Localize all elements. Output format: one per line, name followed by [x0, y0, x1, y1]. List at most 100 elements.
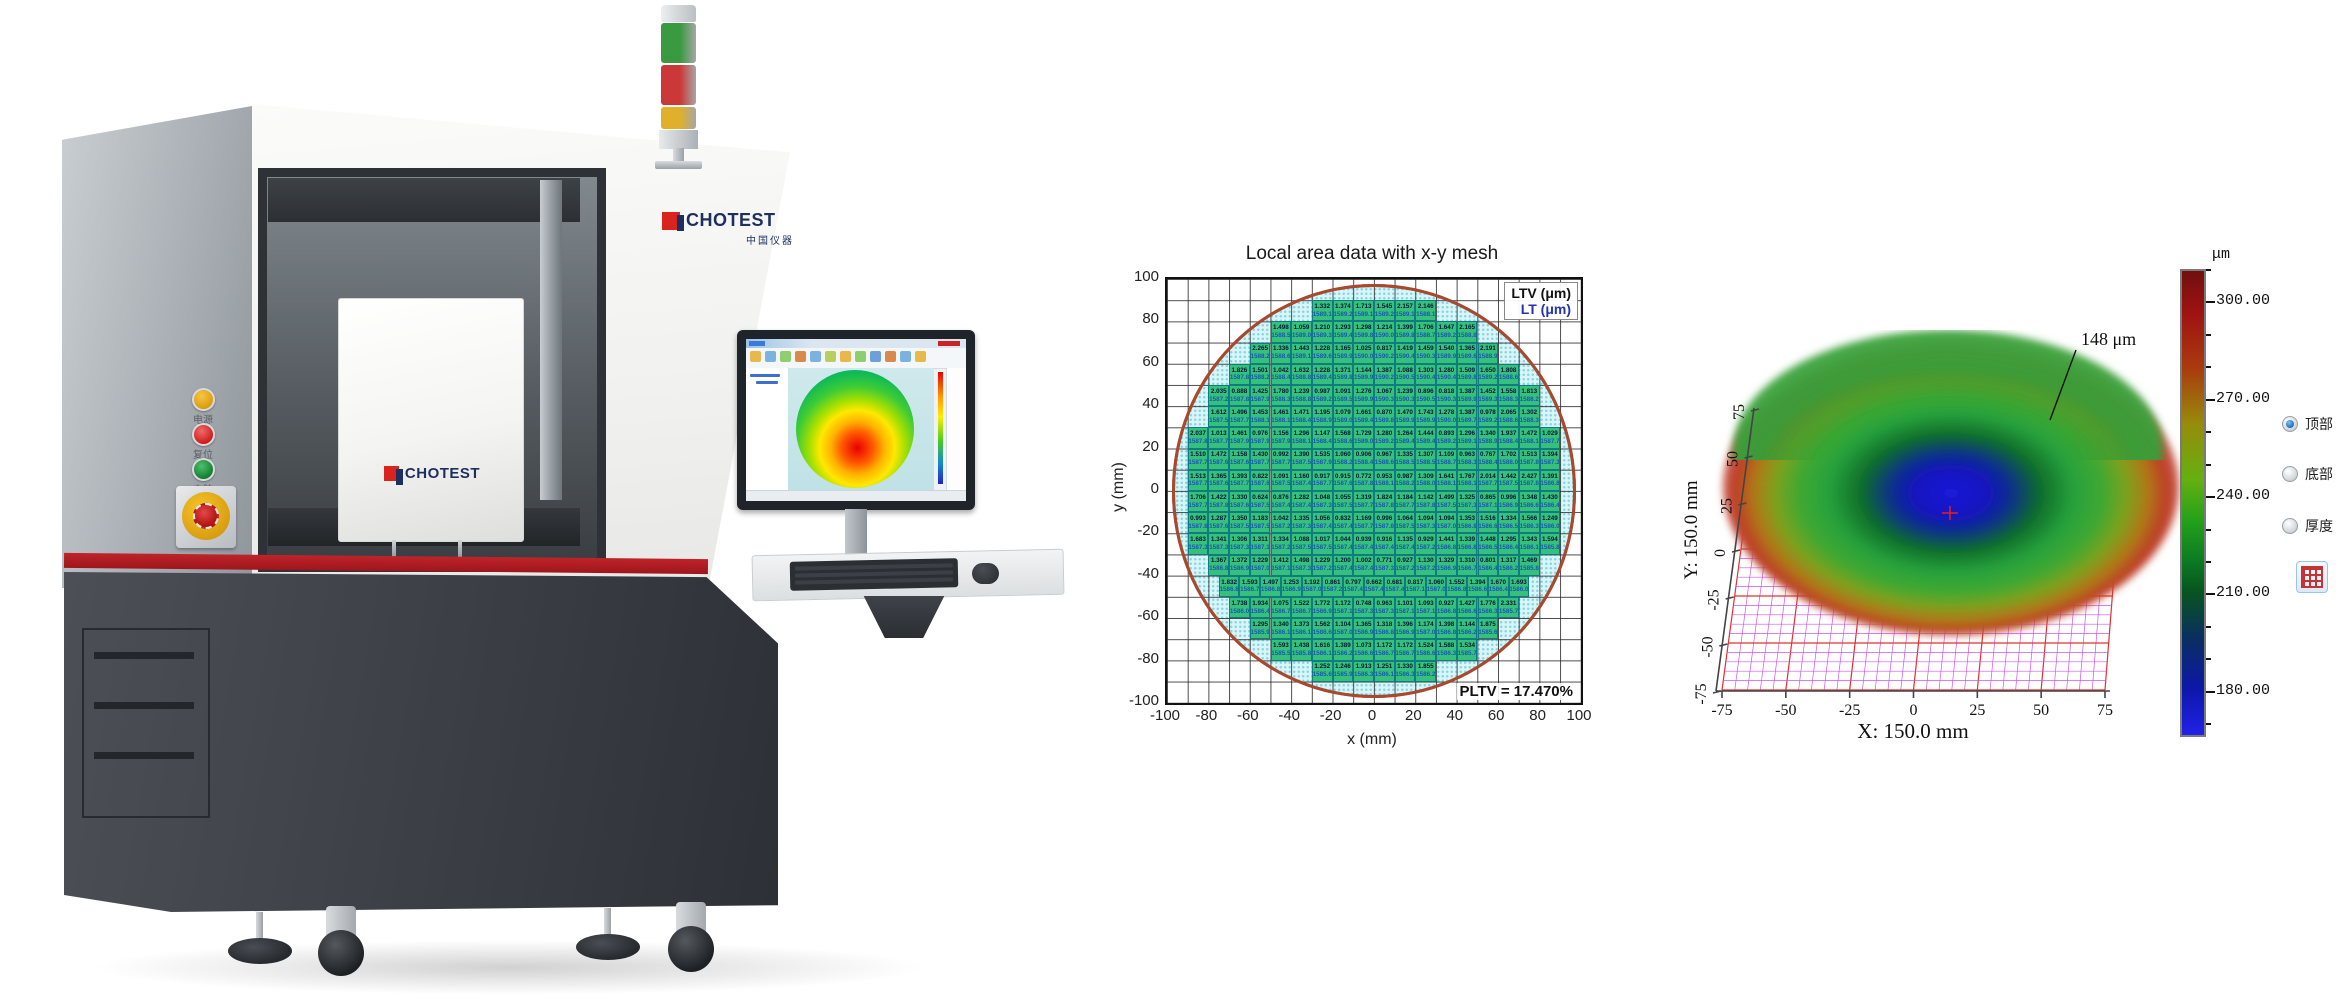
chotest-logo-icon: [383, 465, 403, 485]
radio-thickness[interactable]: 厚度: [2282, 516, 2350, 536]
toolbar-icon: [885, 351, 896, 362]
signal-tower-green-light: [661, 23, 696, 63]
mesh-x-tick: -80: [1195, 707, 1218, 724]
caster-wheel: [318, 930, 364, 976]
vent-slot: [94, 702, 194, 709]
colorbar-tick: [2206, 333, 2211, 336]
colorbar-tick: [2206, 528, 2211, 531]
reset-button[interactable]: [192, 423, 215, 446]
radio-icon[interactable]: [2282, 518, 2298, 534]
gantry-beam: [268, 178, 580, 222]
mesh-y-tick: 60: [1142, 352, 1159, 370]
surface-axis-tick: 75: [1731, 404, 1748, 420]
radio-bottom-surface[interactable]: 底部: [2282, 464, 2350, 484]
radio-top-surface[interactable]: 顶部: [2282, 414, 2350, 434]
mesh-x-tick: 100: [1566, 707, 1592, 724]
mesh-y-tick: -40: [1137, 564, 1159, 582]
annotation-leader-line: [2049, 349, 2077, 421]
mesh-y-tick: 100: [1133, 268, 1159, 285]
colorbar-tick-label: 210.00: [2216, 584, 2271, 602]
surface-axis-tick: 25: [1718, 498, 1735, 514]
mesh-y-tick: 80: [1142, 310, 1159, 328]
mesh-y-tick: 40: [1142, 395, 1159, 413]
colorbar-tick: [2206, 463, 2211, 466]
sensor-head-box: [338, 298, 524, 542]
radio-label: 厚度: [2305, 518, 2333, 534]
chotest-screen-logo: [938, 341, 960, 346]
surface-axis-tick: 25: [1969, 702, 1985, 719]
colorbar-tick: [2206, 431, 2211, 434]
mesh-x-tick: 40: [1446, 707, 1464, 724]
mesh-x-tick: -20: [1319, 707, 1342, 724]
colorbar-tick: [2206, 398, 2215, 401]
radio-label: 顶部: [2305, 416, 2333, 432]
computer-button[interactable]: [192, 458, 215, 481]
colorbar-tick: [2206, 593, 2215, 596]
colorbar-tick: [2206, 690, 2215, 693]
radio-icon[interactable]: [2282, 416, 2298, 432]
vent-slot: [94, 652, 194, 659]
surface-axis-tick: -25: [1839, 702, 1860, 719]
mesh-x-tick: 0: [1367, 707, 1377, 724]
surface-3d-axes: -75 -50 -25 0 25 50 75 75 50 25 0 -25 -50 -75: [1693, 404, 2113, 719]
mesh-x-tick: -40: [1278, 707, 1301, 724]
z-axis-rail: [540, 180, 562, 500]
software-statusbar: [746, 490, 966, 501]
power-button[interactable]: [192, 388, 215, 411]
mesh-chart-xlabel: x (mm): [1347, 731, 1397, 748]
colorbar-tick: [2206, 366, 2211, 369]
surface-cursor-cross: [1942, 506, 1958, 520]
signal-tower-cap: [661, 5, 696, 22]
mesh-x-tick: 20: [1405, 707, 1422, 724]
toolbar-icon: [855, 351, 866, 362]
colorbar-tick-label: 300.00: [2216, 292, 2271, 310]
surface-axis-tick: 75: [2097, 702, 2113, 719]
chotest-logo-icon: [662, 211, 684, 231]
wafer-outline-ring: [1172, 284, 1576, 698]
mesh-y-tick: -20: [1137, 522, 1159, 540]
mesh-y-tick: -80: [1137, 649, 1159, 667]
mesh-x-tick: 60: [1487, 707, 1505, 724]
mesh-y-tick: 0: [1150, 480, 1159, 497]
probe-pin: [392, 540, 396, 560]
surface-axis-tick: 0: [1909, 702, 1917, 719]
signal-tower-red-light: [661, 65, 696, 105]
toolbar-icon: [765, 351, 776, 362]
toolbar-icon: [795, 351, 806, 362]
pltv-value: PLTV = 17.470%: [1457, 683, 1575, 700]
toolbar-icon: [780, 351, 791, 362]
caster-wheel: [668, 926, 714, 972]
mesh-x-tick: 80: [1529, 707, 1546, 724]
toolbar-icon: [900, 351, 911, 362]
tray-support-arm: [863, 596, 945, 638]
leveling-foot-pad: [228, 938, 292, 964]
toolbar-icon: [840, 351, 851, 362]
peak-annotation: 148 μm: [2081, 329, 2136, 349]
grid-icon: [2301, 566, 2323, 588]
wafer-heatmap-image: [796, 370, 914, 488]
surface-axis-tick: -25: [1706, 589, 1723, 610]
software-titlebar: [746, 339, 966, 348]
monitor-screen: [746, 339, 966, 501]
reset-button-label: 复位: [193, 450, 213, 461]
emergency-stop-button[interactable]: [193, 503, 219, 529]
app-icon: [749, 341, 765, 346]
surface-ylabel: Y: 150.0 mm: [1681, 480, 1702, 579]
mouse[interactable]: [972, 563, 999, 584]
toolbar-icon: [810, 351, 821, 362]
sensor-box-brand: CHOTEST: [404, 464, 481, 482]
grid-view-button[interactable]: [2296, 561, 2328, 593]
power-button-label: 电源: [193, 415, 213, 426]
software-colorbar: [938, 372, 943, 484]
legend-lt: LT (μm): [1520, 301, 1571, 317]
colorbar-tick: [2206, 269, 2211, 271]
surface-axis-tick: -50: [1775, 702, 1796, 719]
keyboard[interactable]: [789, 558, 959, 591]
radio-icon[interactable]: [2282, 466, 2298, 482]
colorbar-tick: [2206, 625, 2211, 628]
colorbar-tick-label: 240.00: [2216, 487, 2271, 505]
mesh-y-tick: -60: [1137, 607, 1159, 625]
surface-xlabel: X: 150.0 mm: [1857, 719, 1968, 743]
mesh-chart-plot-area: LTV (μm) LT (μm) PLTV = 17.470% 1.332 158…: [1165, 277, 1583, 705]
